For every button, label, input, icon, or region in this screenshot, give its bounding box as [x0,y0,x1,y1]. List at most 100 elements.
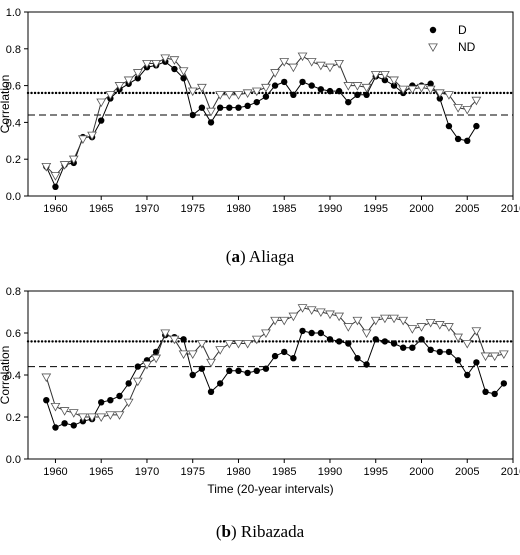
data-point-d [418,336,425,343]
x-tick-label: 1970 [135,466,159,478]
data-point-d [226,367,233,374]
data-point-nd [196,339,207,349]
y-axis-label: Correlation [0,346,12,405]
data-point-d [454,357,462,364]
data-point-d [372,336,379,343]
series-line-d [45,330,505,429]
data-point-nd [407,85,418,95]
data-point-nd [169,56,180,65]
data-point-nd [233,91,244,100]
data-point-nd [416,323,427,332]
data-point-d [354,91,361,99]
data-point-d [308,82,315,89]
series-line-nd [45,55,477,177]
data-point-d [363,361,370,368]
data-point-d [363,91,370,99]
data-point-nd [370,316,381,326]
data-point-nd [78,135,88,144]
x-tick-label: 1960 [43,203,67,215]
data-point-nd [196,83,207,93]
data-point-d [290,91,297,99]
data-point-d [262,93,270,100]
data-point-nd [59,407,70,416]
data-point-nd [261,329,271,339]
data-point-nd [206,358,216,368]
legend: D ND [428,23,476,54]
data-point-nd [498,350,509,360]
data-point-d [281,78,288,86]
data-point-d [271,352,279,360]
data-point-nd [416,83,427,93]
y-tick-label: 0.6 [6,81,21,93]
plot-frame [27,11,514,197]
data-point-nd [132,69,143,78]
x-tick-label: 2000 [409,466,433,478]
data-point-d [107,397,114,404]
plot-frame [27,290,514,460]
data-point-d [335,87,343,95]
data-point-nd [389,314,399,324]
data-point-d [381,76,389,84]
y-tick-label: 0.0 [6,454,21,466]
data-point-d [171,65,178,73]
x-tick-label: 1995 [363,203,387,215]
data-point-nd [270,316,280,326]
data-point-d [52,183,59,190]
data-point-nd [453,104,463,113]
data-point-d [281,348,288,356]
data-point-d [326,87,334,95]
data-point-d [235,367,242,374]
data-point-nd [315,308,326,318]
x-tick-label: 2000 [409,203,433,215]
x-tick-label: 1980 [226,466,250,478]
data-point-nd [160,329,171,339]
data-point-d [61,420,68,427]
data-point-d [299,327,306,335]
data-point-d [345,98,352,106]
series-d [43,58,480,190]
x-tick-label: 1985 [272,466,296,478]
data-point-d [253,98,260,106]
y-tick-label: 1.0 [6,7,21,19]
data-point-d [207,119,215,126]
data-point-nd [215,91,226,100]
data-point-nd [96,413,107,423]
data-point-d [244,102,251,110]
x-tick-label: 1995 [363,466,387,478]
data-point-d [43,397,50,404]
data-point-nd [114,411,125,420]
data-point-nd [233,339,244,349]
data-point-d [207,388,215,395]
x-tick-label: 1965 [89,466,113,478]
data-point-nd [471,96,482,106]
data-point-d [134,75,142,82]
data-point-nd [480,352,491,362]
data-point-d [354,355,361,362]
data-point-nd [132,377,143,387]
data-point-nd [41,373,52,383]
data-point-nd [453,333,463,343]
data-point-d [290,355,297,362]
data-point-d [125,380,132,387]
data-point-nd [142,360,152,370]
data-point-nd [434,321,445,330]
data-point-d [189,371,196,379]
series-line-d [45,61,477,189]
data-point-nd [343,82,354,91]
data-point-nd [151,59,162,69]
data-point-nd [398,85,409,95]
panel-caption: (b) Ribazada [216,522,305,541]
data-point-nd [334,59,345,69]
data-point-nd [398,316,409,326]
panel-caption: (a) Aliaga [226,247,295,266]
data-point-nd [59,161,70,170]
data-point-d [381,338,389,345]
data-point-d [326,336,334,343]
data-point-d [399,344,407,351]
data-point-nd [352,82,363,91]
legend-marker-nd [428,43,438,53]
data-point-nd [325,310,335,320]
x-tick-label: 1990 [318,466,342,478]
